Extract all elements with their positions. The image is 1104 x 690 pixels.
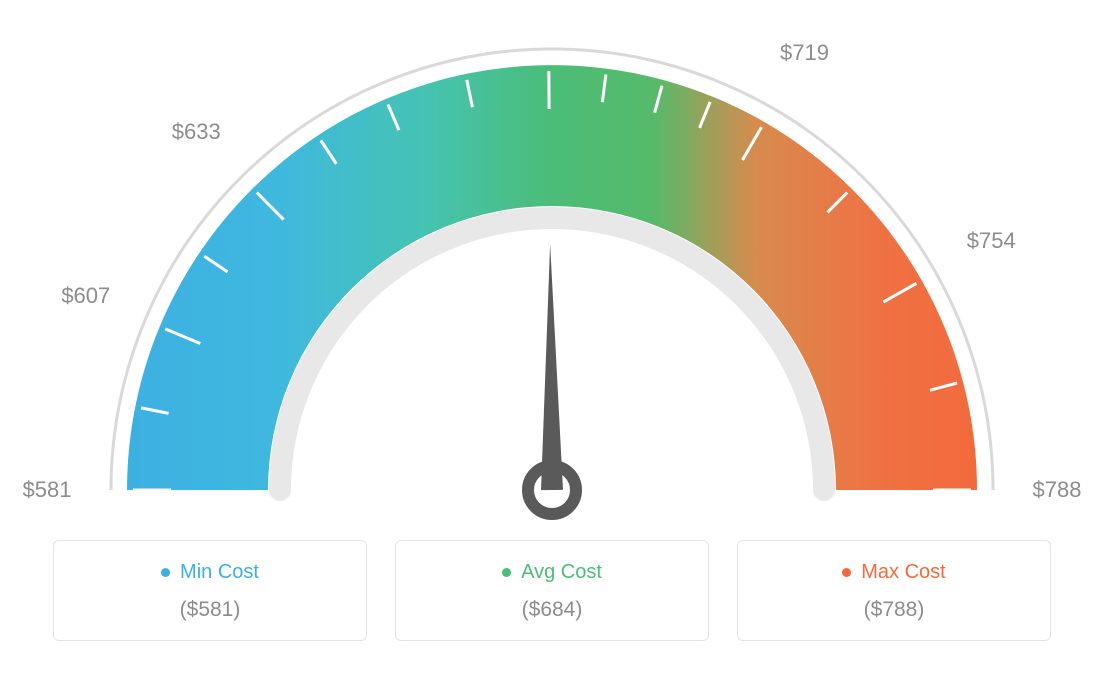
legend-min-card: Min Cost ($581) (53, 540, 367, 641)
legend-max-value: ($788) (738, 598, 1050, 622)
legend-min-dot (161, 568, 170, 577)
legend-row: Min Cost ($581) Avg Cost ($684) Max Cost… (0, 540, 1104, 641)
cost-gauge: $581 $607 $633 $684 $719 $754 $788 (0, 0, 1104, 540)
legend-avg-dot (502, 568, 511, 577)
gauge-tick-label: $684 (524, 0, 573, 3)
gauge-tick-label: $788 (1033, 477, 1082, 503)
gauge-svg (0, 0, 1104, 540)
legend-max-label: Max Cost (861, 561, 945, 584)
gauge-tick-label: $719 (780, 40, 829, 66)
legend-avg-card: Avg Cost ($684) (395, 540, 709, 641)
gauge-tick-label: $607 (61, 283, 110, 309)
legend-min-value: ($581) (54, 598, 366, 622)
legend-max-card: Max Cost ($788) (737, 540, 1051, 641)
legend-avg-value: ($684) (396, 598, 708, 622)
legend-min-label: Min Cost (180, 561, 259, 584)
gauge-tick-label: $581 (23, 477, 72, 503)
gauge-tick-label: $754 (967, 228, 1016, 254)
legend-max-dot (842, 568, 851, 577)
gauge-tick-label: $633 (172, 119, 221, 145)
legend-avg-label: Avg Cost (521, 561, 602, 584)
